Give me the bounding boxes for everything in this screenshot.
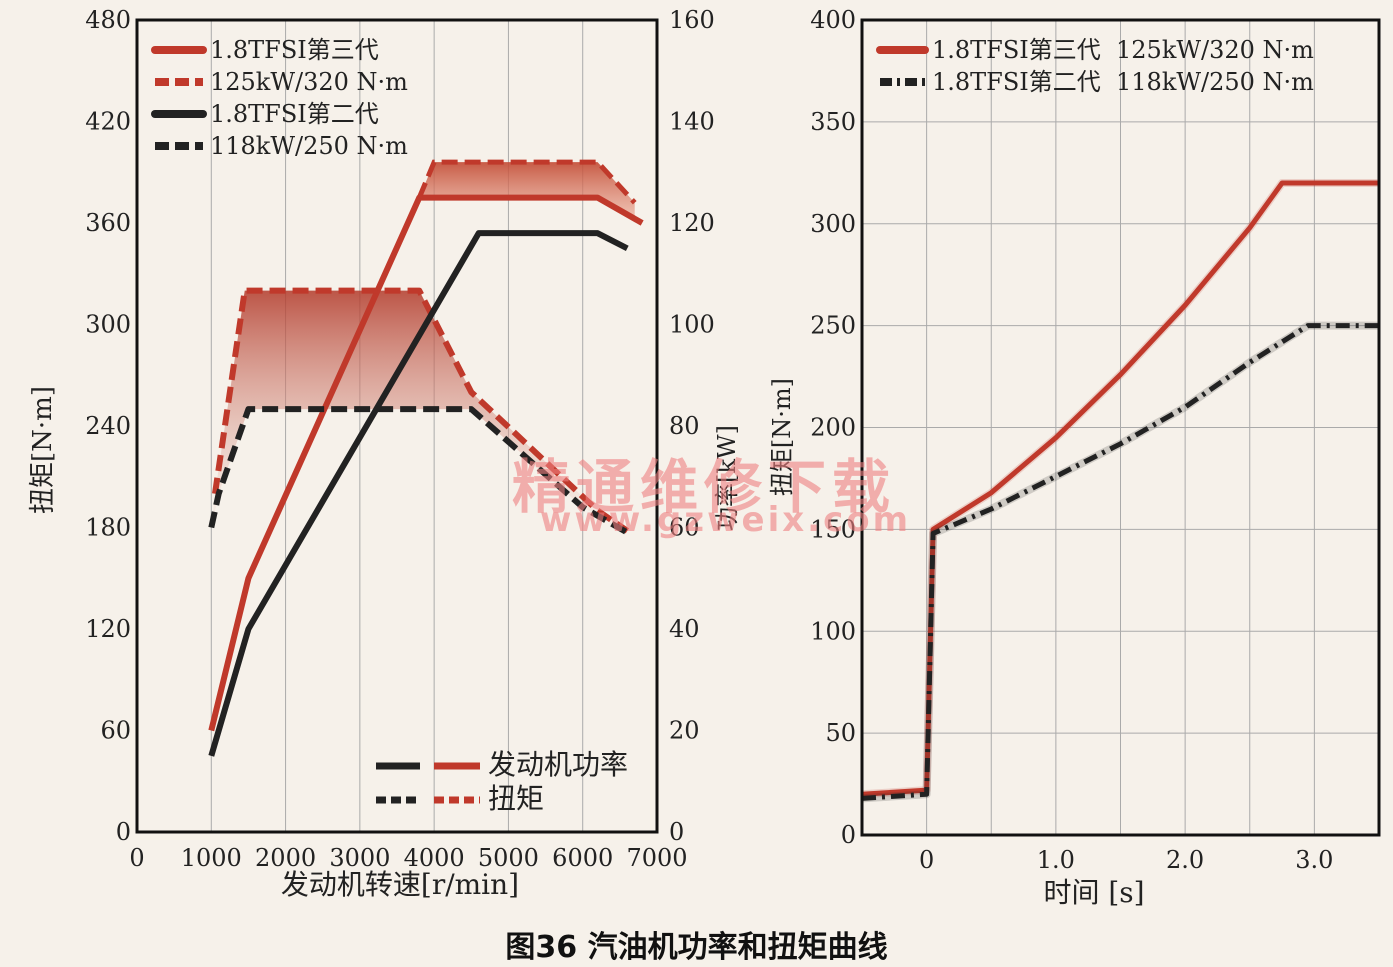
watermark-url: www.gzweix.com (540, 500, 912, 540)
left-x-tick-label: 6000 (552, 844, 613, 872)
left-x-tick-label: 0 (129, 844, 144, 872)
left-x-tick-label: 5000 (478, 844, 539, 872)
left-y2-axis-label: 功率[kW] (713, 425, 741, 531)
left-plot-frame (135, 18, 659, 834)
left-x-tick-label: 3000 (329, 844, 390, 872)
power-gain-band (419, 162, 635, 218)
left-y2-tick-label: 60 (669, 514, 700, 542)
right-x-tick-label: 1.0 (1037, 846, 1075, 874)
right-y-tick-label: 0 (841, 821, 856, 849)
left-y2-tick-label: 40 (669, 615, 700, 643)
right-y-tick-label: 100 (810, 617, 856, 645)
right-y-tick-label: 350 (810, 108, 856, 136)
right-grid (862, 20, 1379, 835)
right-y-tick-label: 150 (810, 515, 856, 543)
right-chart: 0 50 100 150 200 250 300 350 400 0 1.0 2.0 3.0 扭矩[N·… (768, 6, 1381, 909)
right-x-tick-label: 2.0 (1166, 846, 1204, 874)
right-y-tick-label: 250 (810, 312, 856, 340)
left-chart: 0 1000 2000 3000 4000 5000 6000 700006012018024… (28, 6, 741, 901)
left-y2-tick-label: 140 (669, 108, 715, 136)
right-series (861, 179, 1379, 803)
left-x-axis-label: 发动机转速[r/min] (281, 868, 519, 901)
right-x-tick-label: 0 (919, 846, 934, 874)
right-legend: 1.8TFSI第三代 125kW/320 N·m 1.8TFSI第二代 118k… (876, 36, 1314, 96)
legend-label-gen2-spec: 118kW/250 N·m (210, 132, 408, 160)
left-legend-bottom: 发动机功率 扭矩 (376, 748, 628, 815)
legend-torque-label: 扭矩 (488, 782, 544, 815)
left-series (208, 159, 644, 757)
right-series-line-gen2 (861, 323, 1379, 801)
left-x-tick-label: 1000 (181, 844, 242, 872)
left-legend-top: 1.8TFSI第三代 125kW/320 N·m 1.8TFSI第二代 118k… (151, 36, 408, 160)
right-y-tick-label: 300 (810, 210, 856, 238)
right-y-tick-label: 200 (810, 414, 856, 442)
left-y2-tick-label: 20 (669, 717, 700, 745)
left-fill-areas (211, 162, 635, 533)
left-y-tick-label: 480 (85, 6, 131, 34)
left-y2-tick-label: 160 (669, 6, 715, 34)
right-tick-labels: 0 50 100 150 200 250 300 350 400 0 1.0 2.0 3.0 (810, 6, 1333, 874)
left-series-line-power-band-top (416, 159, 637, 205)
legend-label-gen3-spec: 125kW/320 N·m (210, 68, 408, 96)
right-y-axis-label: 扭矩[N·m] (768, 378, 796, 496)
right-y-tick-label: 400 (810, 6, 856, 34)
legend-label-gen2-full: 1.8TFSI第二代 118kW/250 N·m (932, 68, 1314, 96)
right-x-axis-label: 时间 [s] (1043, 876, 1144, 909)
right-plot-frame (860, 18, 1381, 837)
left-y-tick-label: 60 (100, 717, 131, 745)
legend-label-gen3-full: 1.8TFSI第三代 125kW/320 N·m (932, 36, 1314, 64)
left-y-tick-label: 300 (85, 311, 131, 339)
left-y-tick-label: 180 (85, 514, 131, 542)
left-y2-tick-label: 100 (669, 311, 715, 339)
left-y-tick-label: 360 (85, 209, 131, 237)
left-y2-tick-label: 120 (669, 209, 715, 237)
watermark-text: 精通维修下载 (512, 453, 897, 521)
left-y-axis-label: 扭矩[N·m] (28, 386, 58, 514)
left-series-line-power-gen2 (208, 230, 629, 757)
right-y-tick-label: 50 (825, 719, 856, 747)
right-x-tick-label: 3.0 (1295, 846, 1333, 874)
left-x-tick-label: 4000 (404, 844, 465, 872)
left-y-tick-label: 0 (116, 818, 131, 846)
left-y-tick-label: 420 (85, 108, 131, 136)
torque-gain-area (211, 290, 628, 533)
right-series-line-gen3 (861, 180, 1379, 797)
left-series-line-torque-gen2 (208, 406, 629, 536)
legend-power-label: 发动机功率 (488, 748, 628, 781)
legend-label-gen2: 1.8TFSI第二代 (210, 100, 379, 128)
left-x-tick-label: 2000 (255, 844, 316, 872)
left-y-tick-label: 240 (85, 412, 131, 440)
left-tick-labels: 0 1000 2000 3000 4000 5000 6000 700006012018024… (85, 6, 715, 872)
left-y2-tick-label: 80 (669, 412, 700, 440)
legend-label-gen3: 1.8TFSI第三代 (210, 36, 379, 64)
left-x-tick-label: 7000 (626, 844, 687, 872)
left-y-tick-label: 120 (85, 615, 131, 643)
figure-caption: 图36 汽油机功率和扭矩曲线 (505, 930, 888, 965)
left-y2-tick-label: 0 (669, 818, 684, 846)
left-series-line-torque-gen3 (212, 287, 629, 534)
